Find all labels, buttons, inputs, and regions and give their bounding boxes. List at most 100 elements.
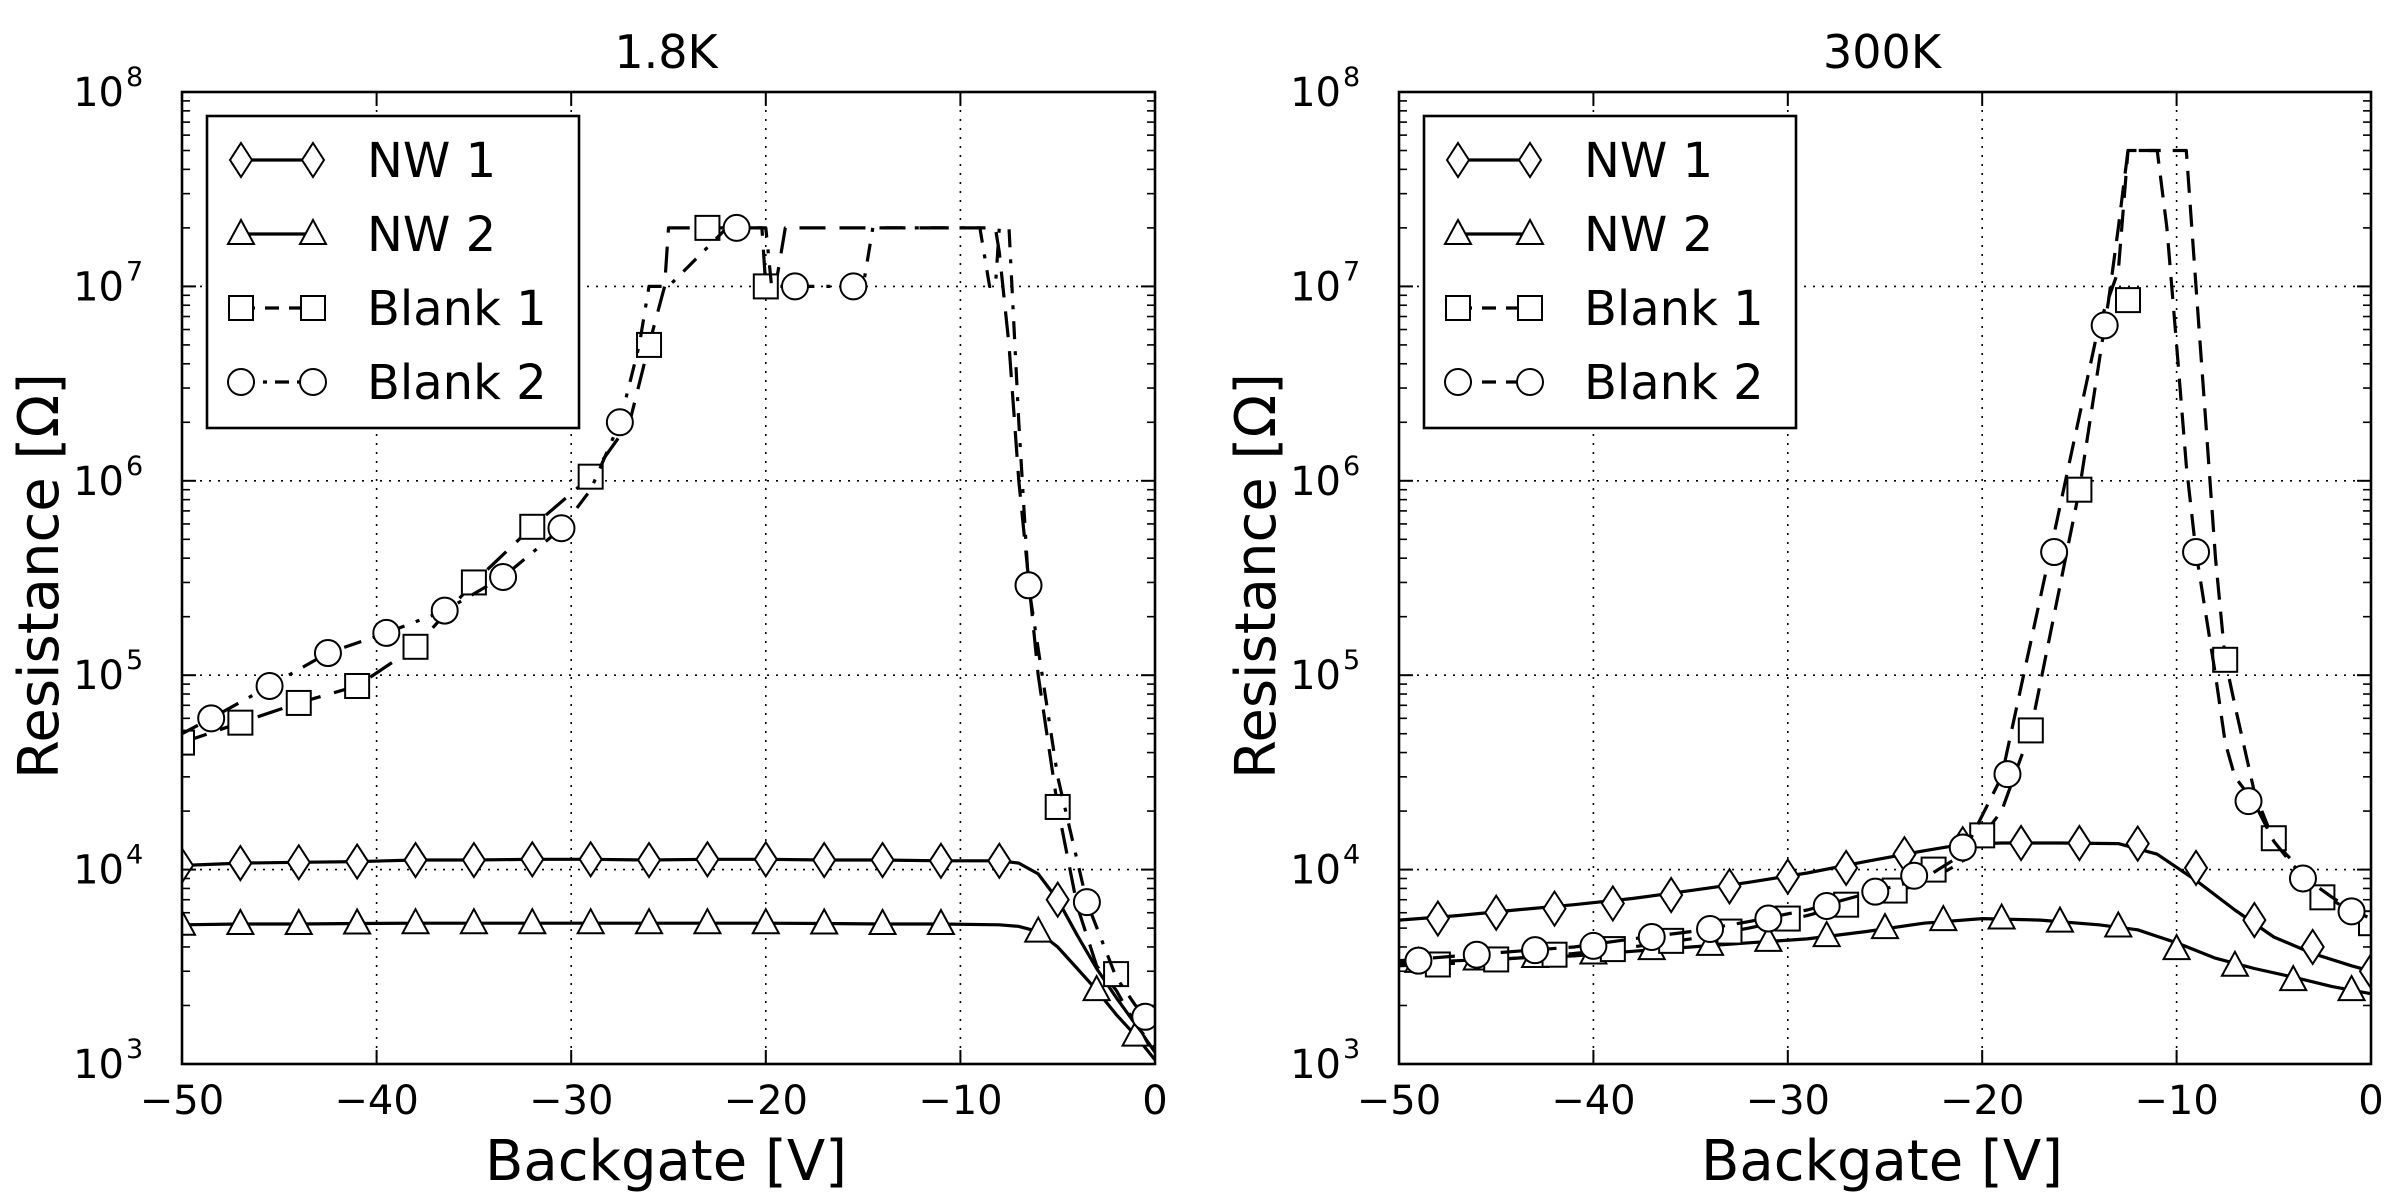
data-point <box>1775 857 1800 896</box>
data-point <box>2278 964 2308 992</box>
x-tick-label: 0 <box>1142 1078 1167 1124</box>
data-point <box>430 596 459 625</box>
data-point <box>695 840 720 879</box>
data-point <box>2090 311 2119 340</box>
data-point <box>578 840 603 879</box>
data-point <box>285 689 312 716</box>
data-point <box>2234 787 2263 816</box>
x-tick-label: −20 <box>1940 1078 2024 1124</box>
y-tick-label: 10 <box>73 1042 124 1088</box>
legend-frame <box>1422 114 1798 430</box>
data-point <box>344 672 371 699</box>
data-point <box>1404 946 1433 975</box>
data-point <box>2040 538 2069 567</box>
series-blank-2 <box>182 213 1155 1031</box>
data-point <box>2183 849 2209 887</box>
legend-marker <box>1445 141 1471 179</box>
legend-item: NW 2 <box>1443 207 1713 263</box>
data-point <box>577 463 604 490</box>
legend-marker <box>300 295 326 321</box>
data-point <box>344 842 370 881</box>
legend-marker <box>228 141 254 179</box>
data-point <box>1812 891 1841 920</box>
data-point <box>489 562 518 591</box>
legend-marker <box>1443 217 1473 245</box>
data-point <box>2288 864 2317 893</box>
data-point <box>1658 876 1684 914</box>
data-point <box>1993 760 2022 789</box>
legend: NW 1 NW 2 Blank 1 Blank 2 <box>1422 114 1798 430</box>
x-tick-label: −50 <box>140 1078 224 1124</box>
y-axis-label: Resistance [Ω] <box>7 373 72 779</box>
x-tick-label: −30 <box>529 1078 613 1124</box>
y-axis-label: Resistance [Ω] <box>1224 373 1289 779</box>
data-point <box>1044 793 1071 820</box>
chart-title: 1.8K <box>614 25 719 79</box>
legend-marker <box>226 217 256 245</box>
x-tick-label: 0 <box>2358 1078 2383 1124</box>
data-point <box>1521 936 1550 965</box>
y-tick-exponent: 8 <box>126 62 143 93</box>
y-tick-exponent: 5 <box>1343 645 1360 676</box>
legend-marker <box>1517 295 1543 321</box>
data-point <box>519 513 546 540</box>
x-tick-label: −10 <box>918 1078 1002 1124</box>
legend-item: NW 1 <box>228 133 496 189</box>
series-blank-1 <box>182 214 1155 1050</box>
y-tick-exponent: 6 <box>1343 451 1360 482</box>
data-point <box>809 907 839 935</box>
data-point <box>811 841 837 879</box>
legend-marker <box>1445 295 1471 321</box>
data-point <box>1754 904 1783 933</box>
data-point <box>1948 833 1977 862</box>
data-point <box>605 408 634 437</box>
data-point <box>1928 903 1958 932</box>
axes-frame <box>1397 90 2373 1066</box>
data-point <box>692 907 723 935</box>
legend-label: NW 2 <box>1584 207 1713 263</box>
data-point <box>575 907 606 935</box>
legend-marker <box>298 217 328 245</box>
data-point <box>517 907 547 935</box>
y-tick-label: 10 <box>73 653 124 699</box>
y-tick-exponent: 3 <box>1343 1034 1360 1065</box>
data-point <box>1812 919 1842 948</box>
data-point <box>1833 849 1859 887</box>
chart-panel-300k: 300K Backgate [V] Resistance [Ω] −50 −40 −… <box>1224 25 2384 1194</box>
x-tick-label: −50 <box>1357 1078 1441 1124</box>
data-point <box>1542 889 1567 928</box>
legend-marker <box>299 368 327 396</box>
y-tick-label: 10 <box>73 264 124 310</box>
data-point <box>926 907 956 936</box>
data-point <box>2067 824 2092 862</box>
legend-marker <box>228 295 254 321</box>
data-point <box>402 633 429 660</box>
y-tick-exponent: 4 <box>1343 840 1360 871</box>
legend-label: NW 1 <box>1584 133 1713 189</box>
legend-marker <box>1517 141 1543 179</box>
legend-label: NW 1 <box>367 133 496 189</box>
legend-marker <box>1444 368 1472 396</box>
x-tick-label: −10 <box>2134 1078 2218 1124</box>
series-line <box>1399 148 2371 963</box>
data-point <box>928 841 954 880</box>
y-tick-exponent: 3 <box>126 1034 143 1065</box>
data-point <box>182 908 197 936</box>
data-point <box>722 213 751 242</box>
data-point <box>2103 910 2133 938</box>
data-point <box>1103 961 1130 988</box>
data-point <box>1023 915 1053 943</box>
data-point <box>751 907 781 935</box>
y-tick-label: 10 <box>73 459 124 505</box>
data-point <box>1072 888 1101 917</box>
chart-title: 300K <box>1823 25 1943 79</box>
legend-item: Blank 1 <box>1445 281 1764 337</box>
y-tick-exponent: 4 <box>126 840 143 871</box>
data-point <box>1986 902 2017 930</box>
data-point <box>1014 571 1043 600</box>
data-point <box>1579 931 1608 960</box>
legend-marker <box>227 368 255 396</box>
legend-item: NW 1 <box>1445 133 1713 189</box>
data-point <box>1045 880 1070 919</box>
